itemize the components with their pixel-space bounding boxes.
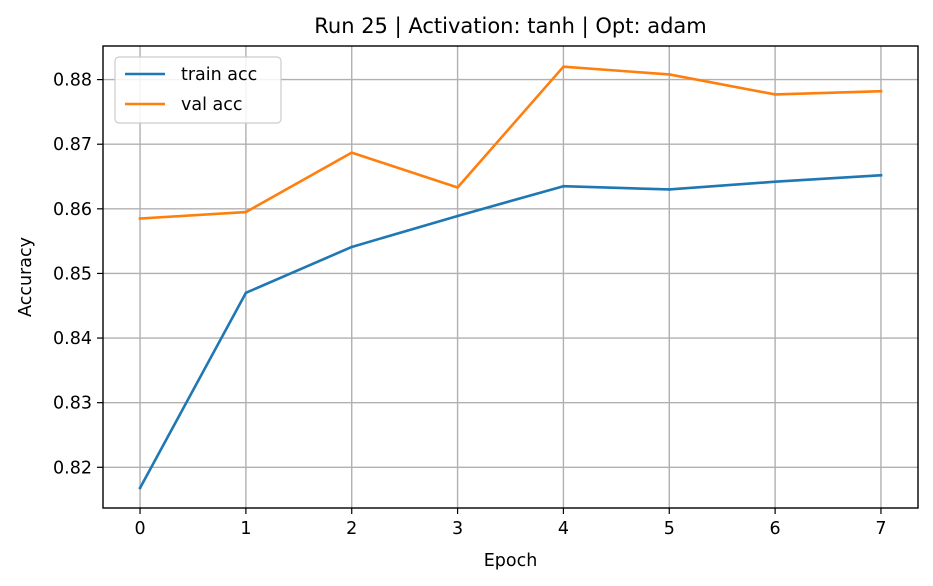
legend-label: val acc xyxy=(181,95,242,115)
y-tick-label: 0.88 xyxy=(53,71,92,91)
series-line-val-acc xyxy=(138,65,883,220)
x-tick-label: 1 xyxy=(240,519,251,539)
grid-layer xyxy=(103,46,918,508)
data-point-val-acc xyxy=(773,93,777,96)
data-point-val-acc xyxy=(879,89,883,93)
series-line-train-acc xyxy=(138,173,883,490)
plot-frame xyxy=(102,45,919,509)
data-point-val-acc xyxy=(138,217,142,220)
chart-title: Run 25 | Activation: tanh | Opt: adam xyxy=(314,14,707,39)
data-point-train-acc xyxy=(138,486,142,490)
data-point-train-acc xyxy=(773,180,777,183)
x-tick-label: 0 xyxy=(134,519,145,539)
data-point-train-acc xyxy=(350,245,354,249)
data-point-val-acc xyxy=(350,151,354,154)
x-tick-label: 7 xyxy=(875,519,886,539)
y-tick-label: 0.83 xyxy=(53,394,92,414)
x-tick-label: 3 xyxy=(452,519,463,539)
data-point-val-acc xyxy=(562,65,565,68)
y-axis-label: Accuracy xyxy=(16,237,36,317)
data-point-val-acc xyxy=(667,73,671,76)
tick-layer: 0 1 2 3 4 5 6 7 0.82 0.83 0.84 0.85 0.86 0.87 0.88 xyxy=(53,71,886,539)
y-tick-label: 0.86 xyxy=(53,200,92,220)
x-tick-label: 6 xyxy=(770,519,781,539)
data-point-train-acc xyxy=(244,291,248,295)
x-tick-label: 4 xyxy=(558,519,569,539)
x-axis-label: Epoch xyxy=(484,551,538,571)
y-tick-label: 0.85 xyxy=(53,264,92,284)
legend-label: train acc xyxy=(181,65,257,85)
data-point-train-acc xyxy=(879,173,883,177)
x-tick-label: 5 xyxy=(664,519,675,539)
y-tick-label: 0.84 xyxy=(53,329,92,349)
x-tick-label: 2 xyxy=(346,519,357,539)
data-point-train-acc xyxy=(667,188,671,191)
data-point-val-acc xyxy=(456,186,459,189)
y-tick-label: 0.87 xyxy=(53,135,92,155)
legend: train acc val acc xyxy=(114,56,282,124)
series-layer xyxy=(138,65,883,490)
data-point-val-acc xyxy=(244,210,248,214)
y-tick-label: 0.82 xyxy=(53,458,92,478)
data-point-train-acc xyxy=(456,214,459,218)
data-point-train-acc xyxy=(562,184,565,188)
